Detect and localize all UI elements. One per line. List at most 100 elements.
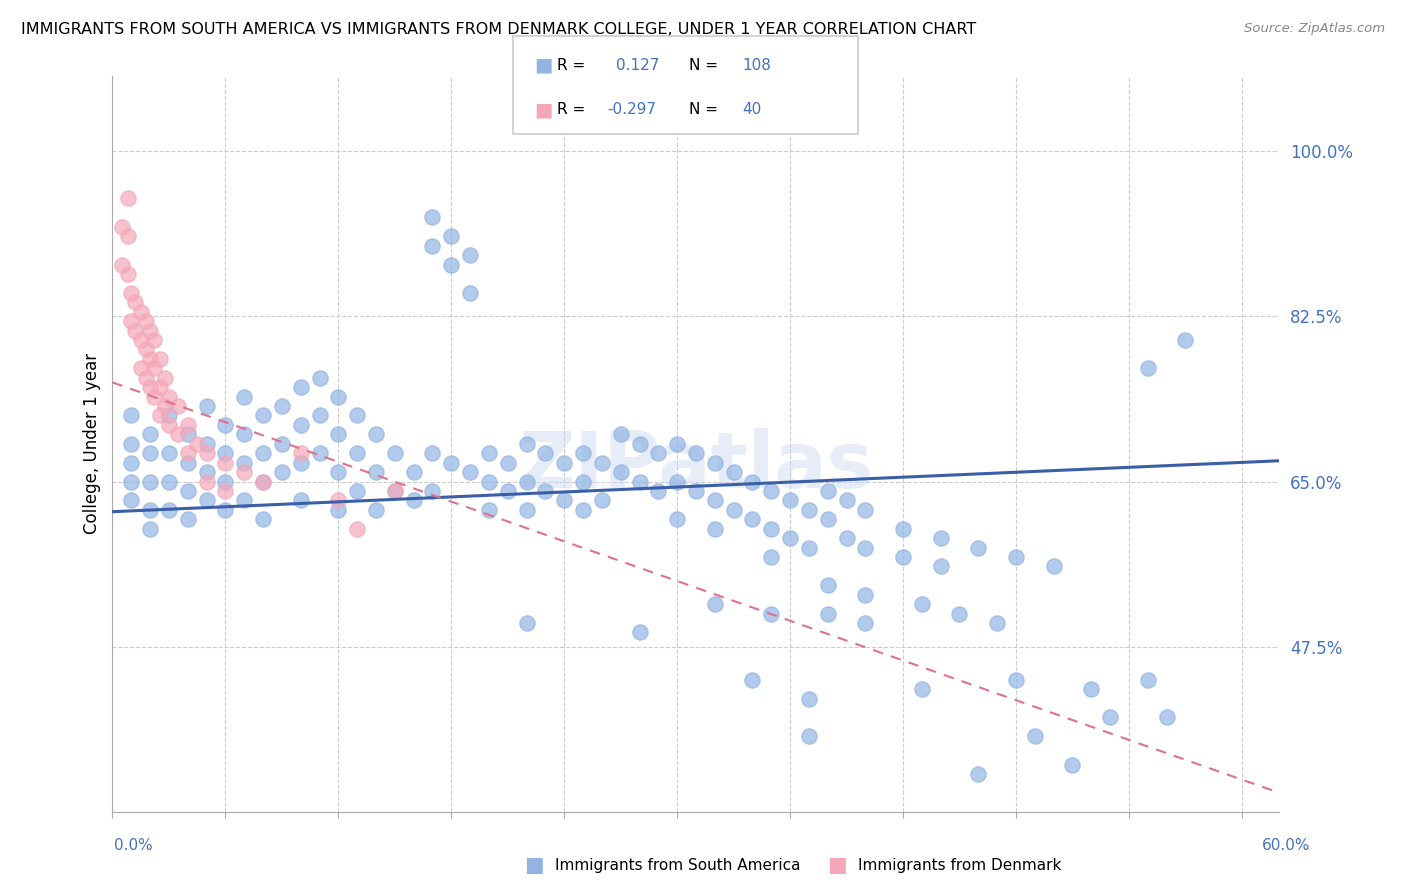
Point	[761, 549, 783, 564]
Point	[478, 475, 501, 489]
Point	[328, 427, 350, 442]
Text: N =: N =	[689, 58, 718, 72]
Point	[703, 493, 725, 508]
Text: ■: ■	[827, 855, 846, 875]
Point	[666, 475, 689, 489]
Point	[157, 446, 180, 460]
Point	[458, 285, 481, 300]
Point	[195, 399, 218, 413]
Point	[458, 465, 481, 479]
Point	[346, 446, 368, 460]
Point	[516, 503, 538, 517]
Point	[797, 691, 820, 706]
Point	[534, 483, 557, 498]
Point	[129, 333, 152, 347]
Point	[252, 446, 274, 460]
Point	[911, 597, 934, 611]
Point	[290, 493, 312, 508]
Point	[797, 541, 820, 555]
Point	[364, 465, 387, 479]
Point	[124, 324, 146, 338]
Point	[290, 446, 312, 460]
Point	[797, 729, 820, 743]
Point	[1136, 361, 1159, 376]
Point	[516, 615, 538, 630]
Point	[124, 295, 146, 310]
Point	[817, 512, 839, 526]
Point	[139, 446, 162, 460]
Point	[402, 493, 425, 508]
Text: -0.297: -0.297	[607, 103, 657, 117]
Point	[157, 475, 180, 489]
Point	[195, 465, 218, 479]
Text: ■: ■	[524, 855, 544, 875]
Point	[516, 475, 538, 489]
Point	[177, 483, 200, 498]
Point	[1080, 682, 1102, 697]
Point	[195, 446, 218, 460]
Point	[111, 219, 134, 234]
Text: ZIPatlas: ZIPatlas	[519, 428, 873, 504]
Point	[534, 446, 557, 460]
Point	[290, 380, 312, 394]
Point	[233, 493, 256, 508]
Point	[853, 588, 876, 602]
Point	[967, 541, 990, 555]
Point	[1005, 549, 1028, 564]
Point	[723, 465, 745, 479]
Point	[685, 446, 707, 460]
Point	[703, 597, 725, 611]
Text: 0.0%: 0.0%	[114, 838, 153, 853]
Text: Source: ZipAtlas.com: Source: ZipAtlas.com	[1244, 22, 1385, 36]
Point	[891, 549, 914, 564]
Point	[835, 531, 858, 545]
Point	[647, 446, 669, 460]
Point	[120, 493, 142, 508]
Point	[177, 446, 200, 460]
Point	[214, 483, 236, 498]
Text: R =: R =	[557, 103, 585, 117]
Text: 108: 108	[742, 58, 772, 72]
Point	[628, 625, 651, 640]
Point	[135, 370, 157, 384]
Point	[591, 456, 613, 470]
Point	[328, 465, 350, 479]
Point	[135, 314, 157, 328]
Point	[328, 503, 350, 517]
Point	[440, 456, 463, 470]
Point	[703, 456, 725, 470]
Point	[1136, 673, 1159, 687]
Point	[384, 483, 406, 498]
Point	[177, 512, 200, 526]
Point	[496, 483, 519, 498]
Text: ■: ■	[534, 55, 553, 75]
Point	[270, 437, 292, 451]
Point	[553, 493, 575, 508]
Point	[703, 522, 725, 536]
Point	[290, 417, 312, 432]
Point	[129, 304, 152, 318]
Point	[1156, 710, 1178, 724]
Point	[817, 483, 839, 498]
Text: 40: 40	[742, 103, 762, 117]
Point	[117, 267, 139, 281]
Point	[252, 409, 274, 423]
Point	[741, 512, 763, 526]
Point	[817, 607, 839, 621]
Point	[139, 427, 162, 442]
Point	[346, 409, 368, 423]
Point	[177, 456, 200, 470]
Point	[177, 427, 200, 442]
Point	[572, 446, 595, 460]
Point	[120, 314, 142, 328]
Point	[761, 607, 783, 621]
Point	[967, 767, 990, 781]
Point	[1099, 710, 1122, 724]
Point	[153, 370, 176, 384]
Point	[157, 503, 180, 517]
Point	[779, 531, 801, 545]
Point	[891, 522, 914, 536]
Text: Immigrants from South America: Immigrants from South America	[555, 858, 801, 872]
Point	[111, 258, 134, 272]
Point	[422, 483, 444, 498]
